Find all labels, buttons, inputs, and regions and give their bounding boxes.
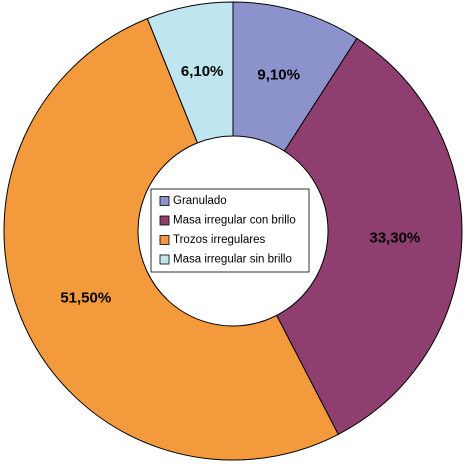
legend-swatch	[159, 196, 170, 206]
donut-slice	[146, 1, 234, 144]
legend-swatch	[159, 235, 170, 245]
value-label: 9,10%	[257, 67, 300, 84]
legend-label: Masa irregular con brillo	[173, 215, 296, 227]
legend-label: Trozos irregulares	[173, 234, 265, 246]
donut-slice	[275, 37, 463, 436]
value-label: 6,10%	[181, 63, 224, 80]
value-label: 33,30%	[369, 230, 420, 247]
legend-label: Granulado	[173, 195, 227, 207]
value-label: 51,50%	[60, 290, 111, 307]
legend-swatch	[159, 215, 170, 226]
legend-box	[150, 188, 310, 273]
donut-slice	[3, 17, 339, 461]
legend-swatch	[159, 254, 170, 265]
legend-label: Masa irregular sin brillo	[173, 254, 292, 266]
